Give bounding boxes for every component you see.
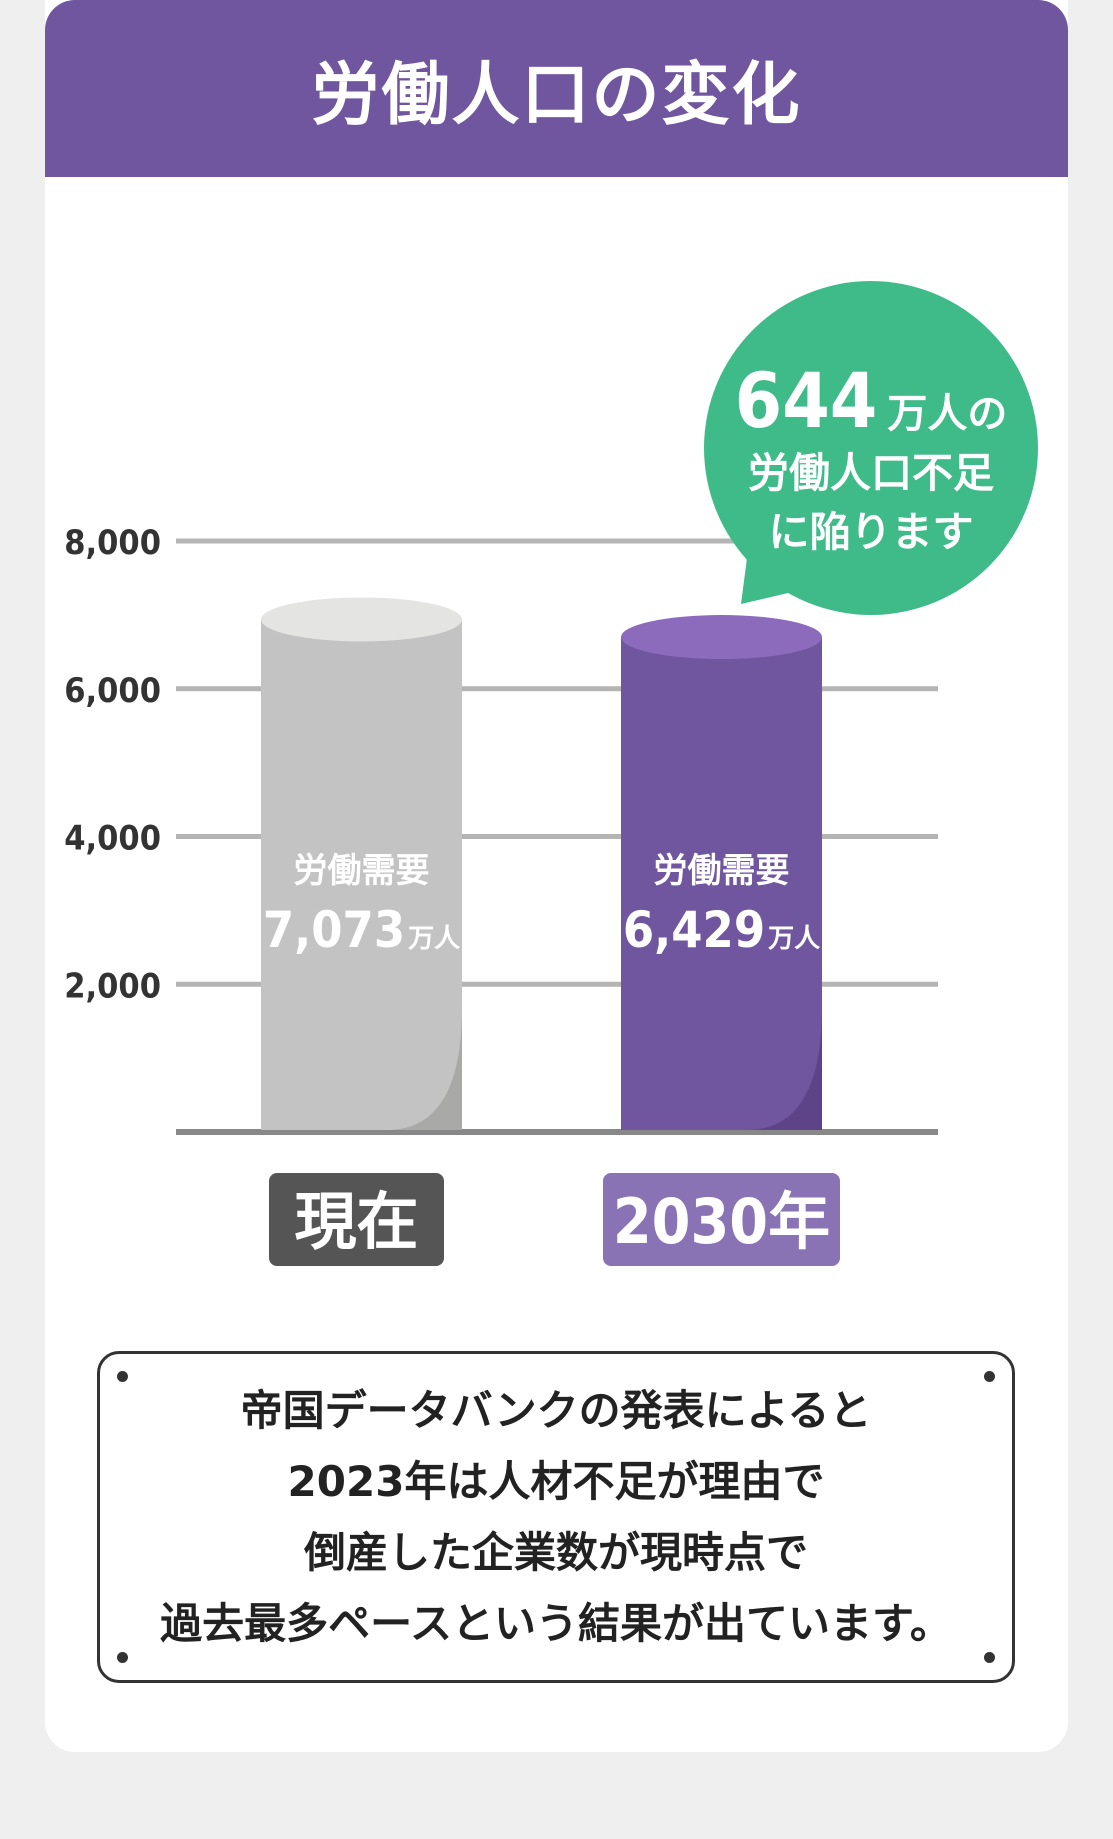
note-box: 帝国データバンクの発表によると 2023年は人材不足が理由で 倒産した企業数が現… [97, 1351, 1015, 1683]
rivet-dot [984, 1371, 995, 1382]
callout-unit: 万人の [887, 391, 1007, 437]
y-tick-label: 4,000 [64, 819, 161, 859]
bar-value-unit: 万人 [768, 924, 820, 954]
bar-title: 労働需要 [654, 851, 790, 891]
header-banner: 労働人口の変化 [45, 0, 1068, 177]
bar-2030: 労働需要 6,429 万人 2030年 [603, 615, 840, 1266]
callout-line-1: 644 万人の [735, 356, 1008, 445]
bar-top-cap [261, 597, 462, 642]
bar-shade [387, 1007, 462, 1130]
bar-value-label: 6,429 万人 [623, 901, 820, 959]
y-tick-label: 2,000 [64, 966, 161, 1006]
category-label: 2030年 [613, 1185, 830, 1258]
bar-top-cap [621, 615, 822, 660]
rivet-dot [117, 1371, 128, 1382]
note-line-1: 帝国データバンクの発表によると [240, 1386, 872, 1435]
callout-number: 644 [735, 356, 878, 445]
bar-body [621, 637, 822, 1130]
category-label: 現在 [294, 1185, 418, 1258]
note-line-3: 倒産した企業数が現時点で [303, 1528, 808, 1577]
chart-card: 労働人口の変化 2,000 4,000 6,000 8,000 労働需要 7,073 万人… [45, 0, 1068, 1752]
chart-title: 労働人口の変化 [311, 56, 802, 135]
bar-title: 労働需要 [294, 851, 430, 891]
note-line-2: 2023年は人材不足が理由で [287, 1457, 825, 1506]
bar-value-label: 7,073 万人 [263, 901, 460, 959]
bar-body [261, 619, 462, 1130]
callout-circle [704, 281, 1038, 615]
rivet-dot [984, 1652, 995, 1663]
callout-line-2: 労働人口不足 [748, 449, 994, 497]
category-badge [269, 1173, 444, 1266]
y-tick-label: 6,000 [64, 671, 161, 711]
note-line-4: 過去最多ペースという結果が出ています。 [160, 1599, 952, 1648]
rivet-dot [117, 1652, 128, 1663]
category-badge [603, 1173, 840, 1266]
bar-value-number: 7,073 [263, 901, 405, 959]
y-tick-label: 8,000 [64, 523, 161, 563]
bar-shade [747, 1007, 822, 1130]
bar-value-unit: 万人 [408, 924, 460, 954]
callout-line-3: に陥ります [769, 508, 974, 556]
bar-value-number: 6,429 [623, 901, 765, 959]
